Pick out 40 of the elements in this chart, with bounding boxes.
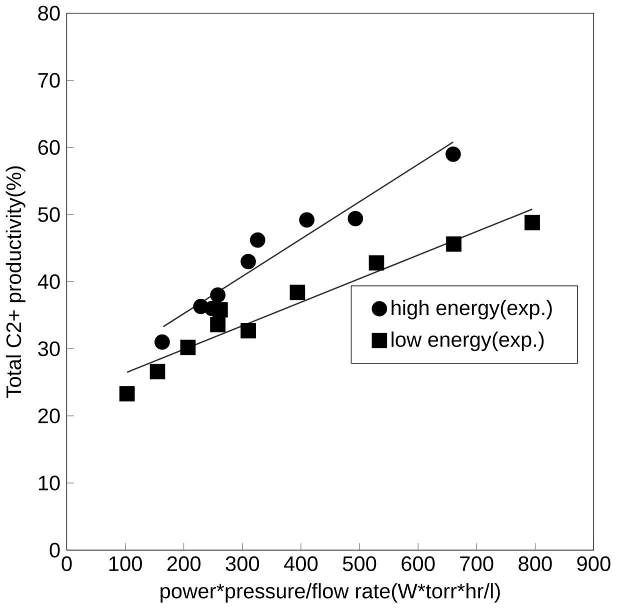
point [240,322,256,338]
y-tick-label: 80 [38,6,60,20]
y-tick-label: 10 [38,475,60,490]
point [210,316,226,332]
point [290,284,306,300]
y-tick-label: 30 [38,341,60,356]
x-tick-label: 300 [226,556,260,571]
y-tick-label: 0 [50,542,60,558]
x-tick-label: 800 [518,556,552,571]
y-tick-label: 50 [38,206,60,222]
y-tick-label: 20 [38,408,60,424]
point [250,232,266,248]
x-tick-label: 200 [167,556,200,571]
x-tick-label: 0 [62,556,72,571]
point [210,287,226,303]
y-axis-title: Total C2+ productivity(%) [6,166,26,398]
legend-label: high energy(exp.) [392,300,552,320]
x-tick-label: 400 [284,556,318,571]
x-tick-label: 500 [342,556,376,571]
point [119,386,135,402]
x-tick-label: 700 [460,556,494,571]
point [212,302,228,318]
point [524,214,540,230]
x-axis-title: power*pressure/flow rate(W*torr*hr/l) [160,582,500,602]
point [150,364,166,380]
x-tick-label: 100 [109,556,142,571]
point [180,340,196,355]
y-tick-label: 60 [38,140,60,155]
x-tick-label: 900 [577,556,610,571]
y-tick-label: 40 [38,274,60,289]
point [446,236,462,252]
x-tick-label: 600 [402,556,435,571]
y-tick-label: 70 [38,72,60,88]
point [368,254,384,270]
point [154,334,170,350]
legend-label: low energy(exp.) [392,331,544,351]
point [240,254,256,270]
point [446,146,461,162]
point [299,212,314,228]
point [348,210,364,226]
